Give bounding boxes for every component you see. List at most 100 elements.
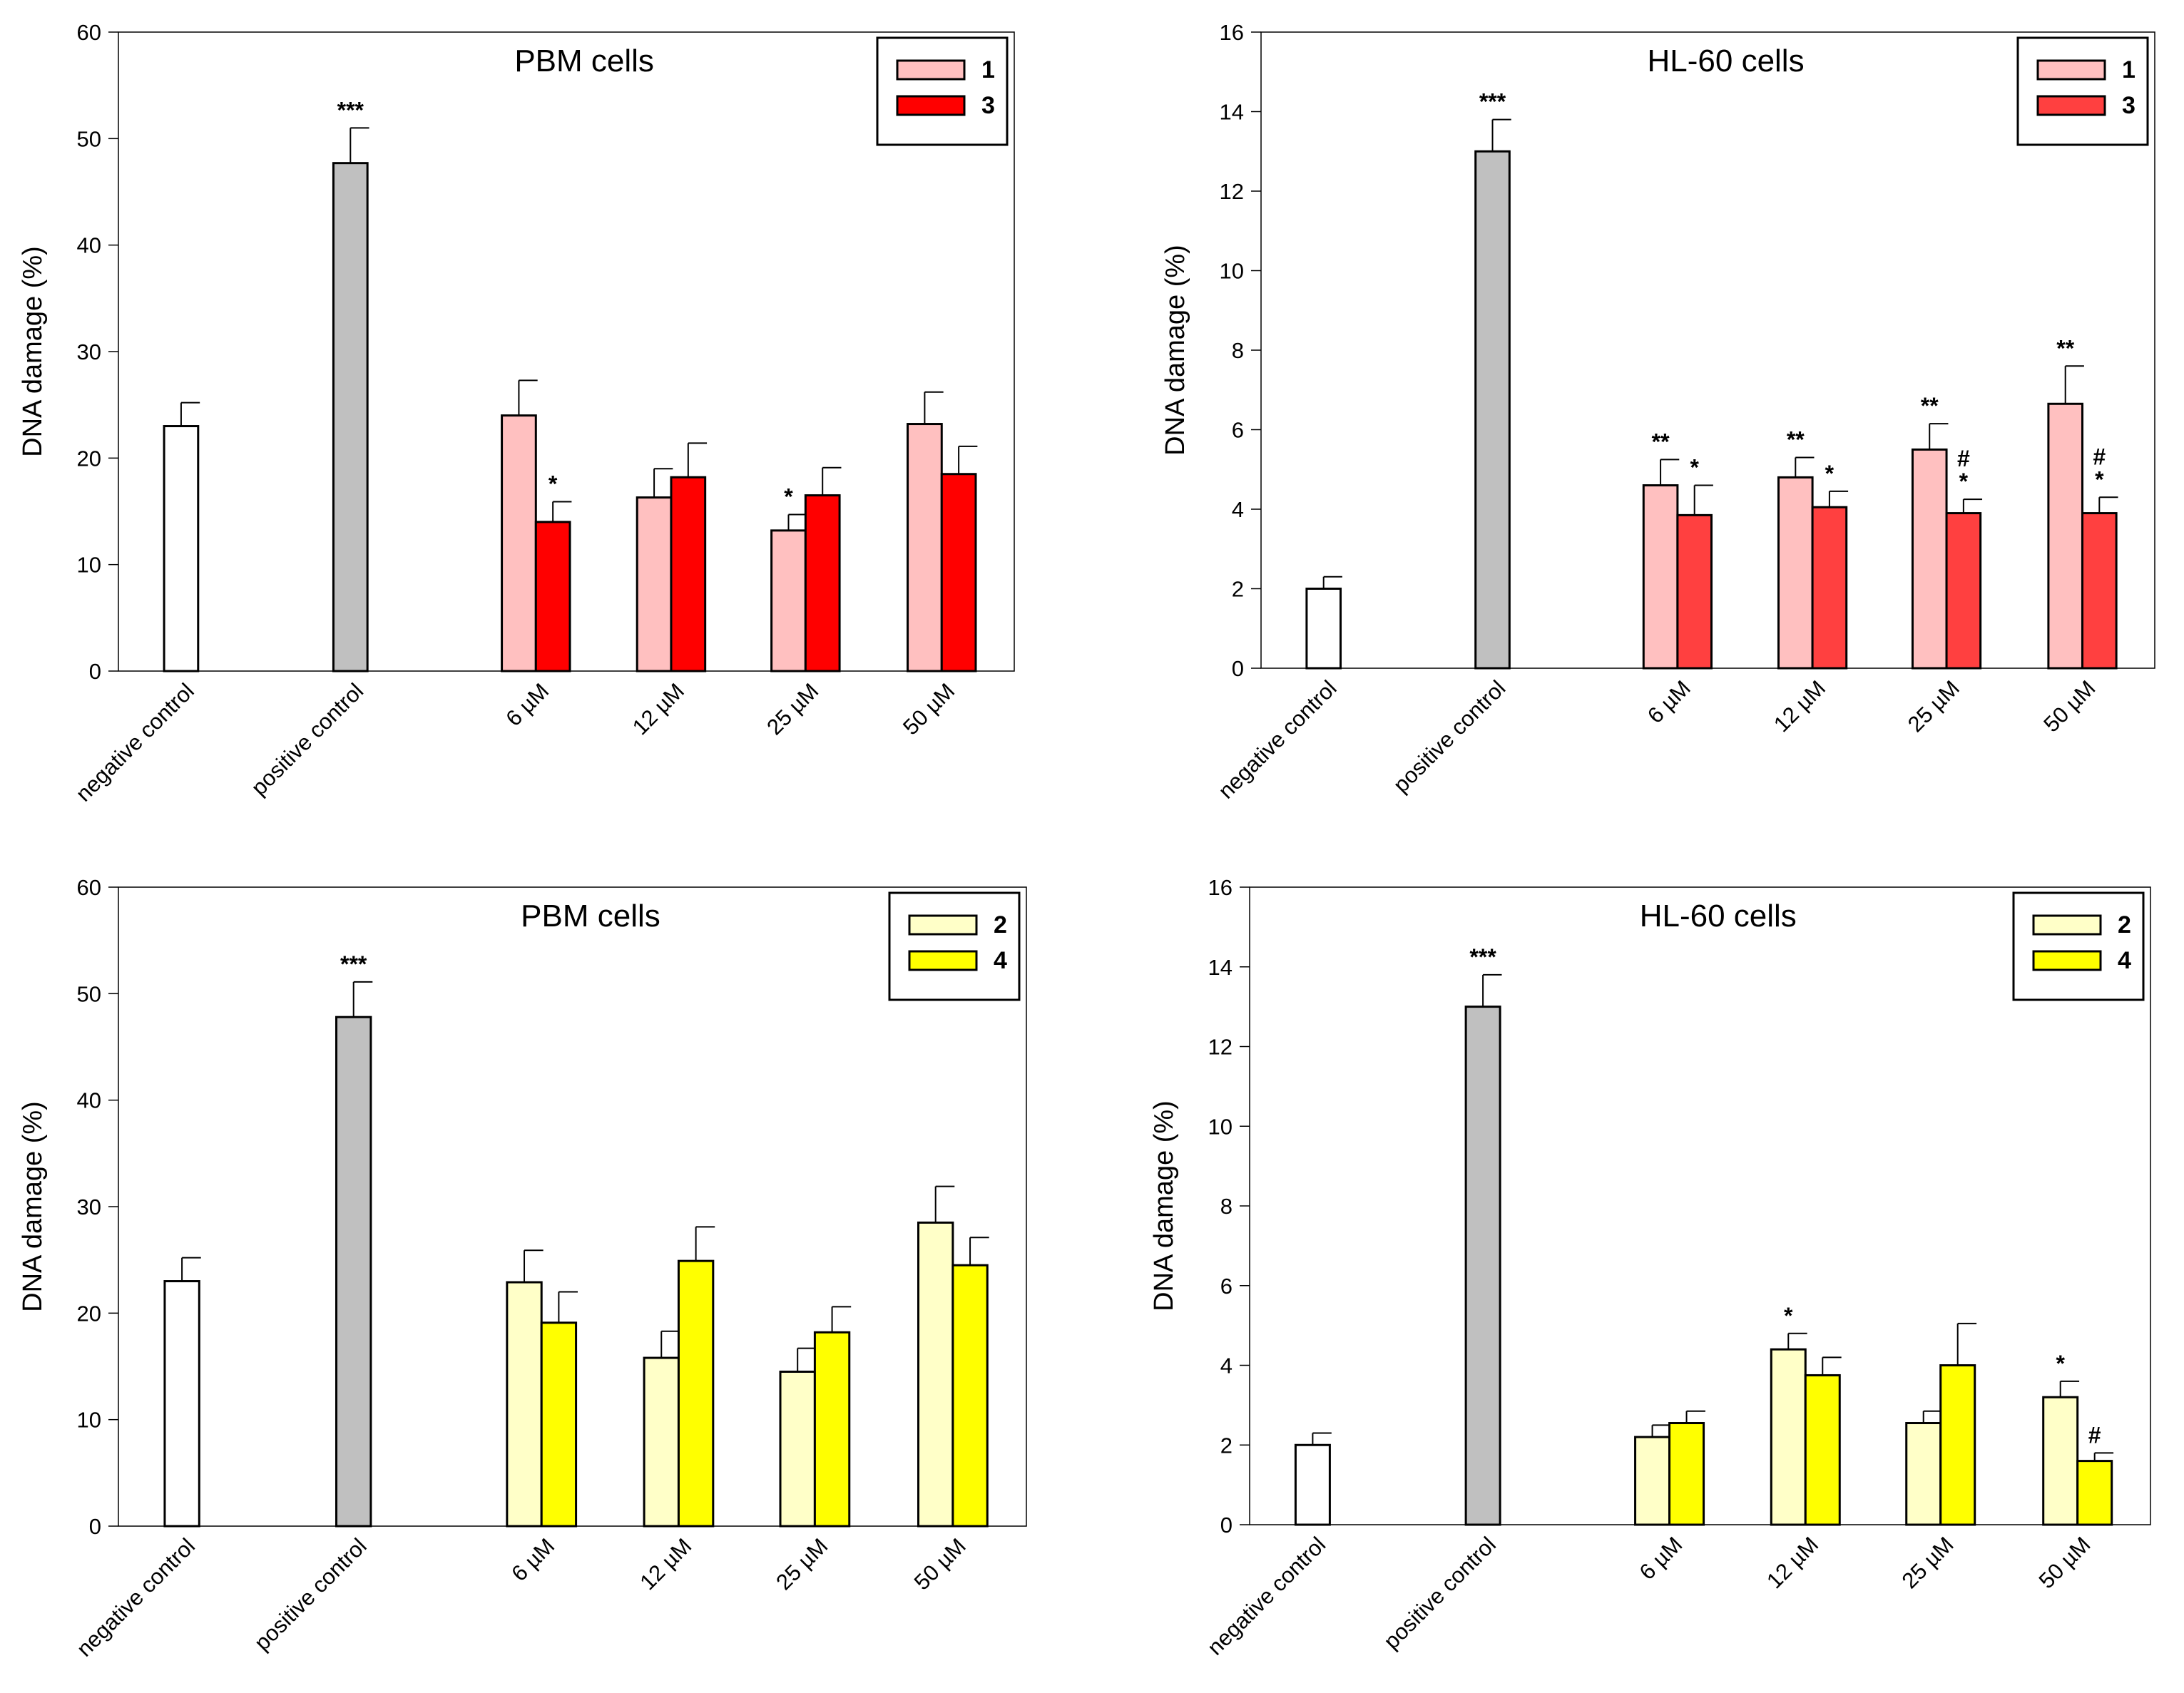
- error-bar: [181, 1257, 201, 1282]
- error-bar: [1822, 1356, 1842, 1376]
- legend-label: 4: [2118, 947, 2131, 974]
- x-tick-label: negative control: [1213, 675, 1342, 804]
- significance-label: ***: [1479, 89, 1506, 115]
- significance-label: *: [1959, 469, 1969, 494]
- y-tick-label: 10: [77, 1408, 101, 1433]
- bar: [163, 1280, 200, 1528]
- significance-label: ***: [1469, 944, 1496, 970]
- error-bar: [958, 445, 978, 474]
- x-tick-label: 6 µM: [1635, 1532, 1688, 1585]
- y-tick-label: 16: [1208, 875, 1233, 900]
- legend-box: [2016, 36, 2149, 146]
- bar: [1939, 1364, 1976, 1526]
- legend-swatch: [896, 59, 966, 81]
- bar: [670, 476, 707, 672]
- bar: [1911, 448, 1948, 670]
- bar: [804, 494, 841, 672]
- bar: [1777, 476, 1814, 670]
- x-tick-label: 12 µM: [628, 678, 689, 740]
- bar: [636, 496, 673, 672]
- bar: [1474, 150, 1511, 670]
- x-tick-label: 50 µM: [2034, 1532, 2096, 1593]
- error-bar: [1828, 490, 1849, 508]
- legend-label: 2: [994, 911, 1007, 938]
- significance-label: *: [548, 471, 558, 497]
- error-bar: [1312, 1432, 1332, 1446]
- x-tick-label: 25 µM: [771, 1533, 832, 1595]
- error-bar: [2093, 1452, 2114, 1461]
- bar: [1305, 588, 1342, 670]
- bar: [163, 425, 200, 672]
- error-bar: [2064, 365, 2084, 404]
- y-tick-label: 8: [1220, 1194, 1233, 1219]
- bar: [1668, 1422, 1705, 1526]
- legend-swatch: [896, 95, 966, 116]
- error-bar: [1482, 973, 1502, 1007]
- significance-label: #: [2088, 1422, 2101, 1448]
- error-bar: [1322, 576, 1342, 589]
- bar: [770, 529, 807, 672]
- error-bar: [1956, 1322, 1977, 1366]
- legend-label: 1: [2122, 56, 2135, 83]
- y-tick-label: 60: [77, 875, 101, 900]
- error-bar: [1660, 459, 1680, 486]
- significance-label: #: [1957, 446, 1970, 471]
- error-bar: [822, 466, 842, 496]
- x-tick-label: 25 µM: [1897, 1532, 1959, 1593]
- chart-panel: HL-60 cells DNA damage (%) 0 2 4 6 8 10 12 14 16 ne…: [1149, 875, 2151, 1660]
- legend-box: [888, 891, 1021, 1001]
- bar: [2076, 1460, 2113, 1526]
- y-axis-title: DNA damage (%): [18, 246, 48, 457]
- error-bar: [787, 513, 807, 531]
- y-tick-label: 4: [1232, 497, 1244, 522]
- error-bar: [180, 401, 200, 426]
- x-tick-label: positive control: [246, 678, 368, 800]
- bar: [779, 1370, 816, 1528]
- x-tick-label: 12 µM: [1769, 675, 1830, 737]
- error-bar: [969, 1237, 989, 1266]
- y-tick-label: 30: [77, 1195, 101, 1219]
- chart-panel: PBM cells DNA damage (%) 0 10 20 30 40 50 60 nega…: [18, 875, 1027, 1662]
- y-axis-title: DNA damage (%): [18, 1101, 48, 1312]
- y-tick-label: 0: [1232, 656, 1244, 681]
- significance-label: **: [1787, 427, 1805, 453]
- legend-label: 3: [981, 92, 995, 119]
- significance-label: **: [1921, 393, 1939, 419]
- bar: [1804, 1374, 1841, 1526]
- y-tick-label: 8: [1232, 338, 1244, 363]
- error-bar: [653, 468, 673, 498]
- significance-label: *: [1690, 455, 1699, 481]
- bar: [1905, 1422, 1942, 1526]
- bar: [917, 1221, 954, 1528]
- y-tick-label: 2: [1232, 577, 1244, 602]
- error-bar: [1787, 1332, 1807, 1350]
- error-bar: [1491, 118, 1511, 152]
- error-bar: [552, 501, 572, 522]
- error-bar: [797, 1347, 817, 1372]
- significance-label: *: [784, 484, 793, 509]
- legend-swatch: [2036, 95, 2106, 116]
- bar: [332, 162, 369, 672]
- bar: [1811, 506, 1848, 670]
- bar: [2047, 402, 2084, 670]
- x-tick-label: 6 µM: [501, 678, 553, 731]
- significance-label: *: [2056, 1351, 2065, 1376]
- y-tick-label: 6: [1232, 418, 1244, 443]
- error-bar: [1929, 423, 1949, 450]
- legend-swatch: [2032, 950, 2102, 971]
- y-tick-label: 14: [1220, 100, 1244, 125]
- y-tick-label: 40: [77, 233, 101, 258]
- y-tick-label: 2: [1220, 1433, 1233, 1458]
- bar: [501, 414, 537, 672]
- y-tick-label: 60: [77, 20, 101, 45]
- y-tick-label: 16: [1220, 20, 1244, 45]
- error-bar: [1685, 1410, 1705, 1423]
- bar: [2042, 1396, 2079, 1526]
- legend-label: 3: [2122, 92, 2135, 119]
- x-tick-label: 25 µM: [1903, 675, 1964, 737]
- error-bar: [1693, 484, 1713, 516]
- x-tick-label: 50 µM: [909, 1533, 971, 1595]
- bar: [1676, 513, 1713, 670]
- bar: [643, 1356, 680, 1528]
